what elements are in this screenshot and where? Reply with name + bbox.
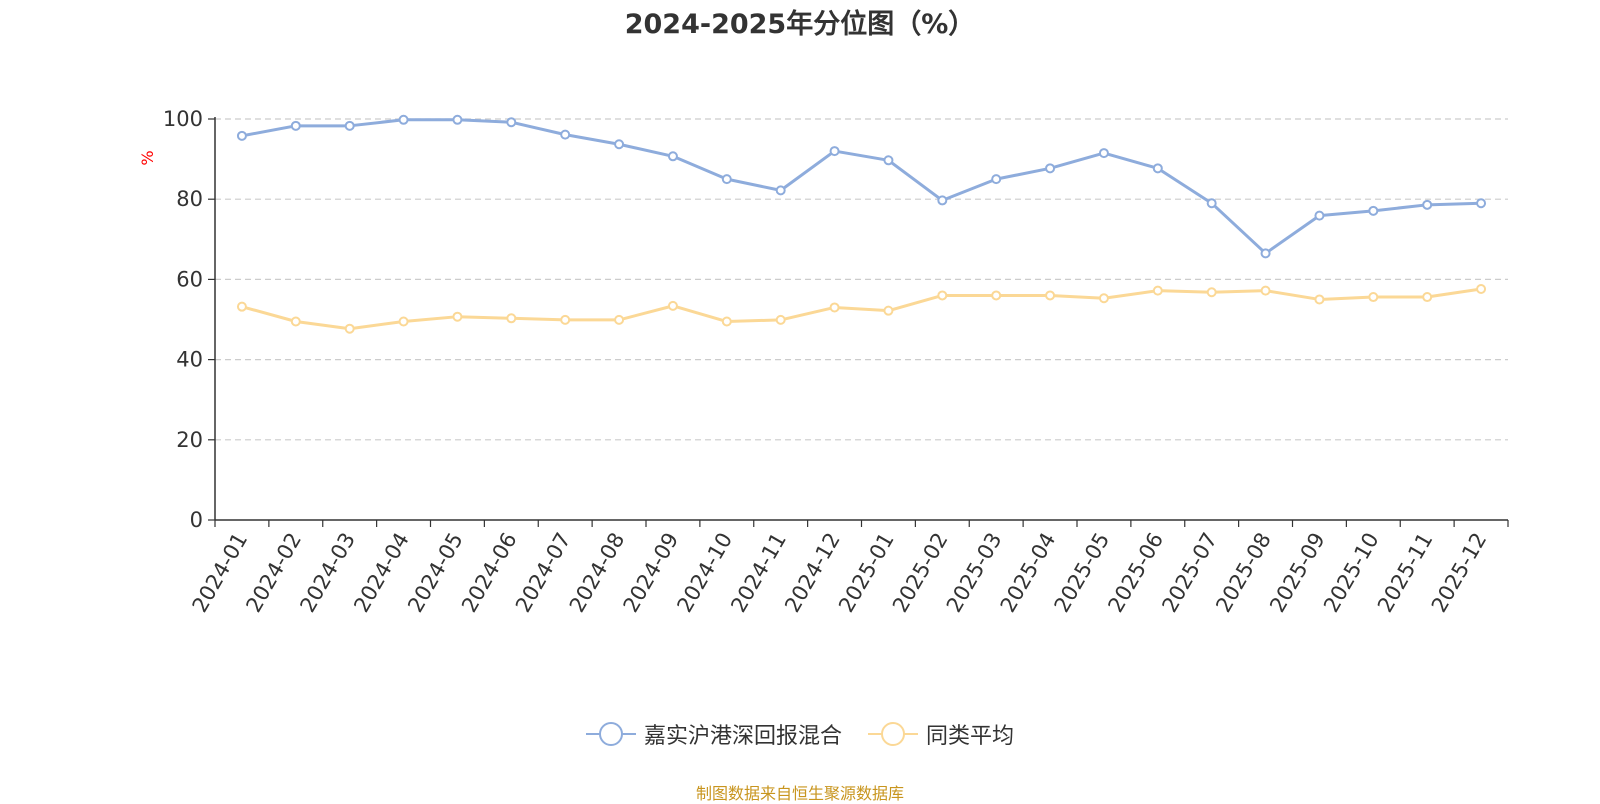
series-lines xyxy=(236,114,1487,334)
legend-item-series-1[interactable]: 嘉实沪港深回报混合 xyxy=(585,718,842,750)
axes xyxy=(208,117,1509,527)
data-point[interactable] xyxy=(614,314,625,325)
data-point[interactable] xyxy=(937,195,948,206)
data-point[interactable] xyxy=(829,146,840,157)
data-point[interactable] xyxy=(1045,290,1056,301)
y-tick-label: 40 xyxy=(176,348,203,372)
data-point[interactable] xyxy=(506,313,517,324)
data-point[interactable] xyxy=(398,114,409,125)
data-point[interactable] xyxy=(452,114,463,125)
data-point[interactable] xyxy=(1476,284,1487,295)
data-point[interactable] xyxy=(344,323,355,334)
data-point[interactable] xyxy=(236,301,247,312)
data-point[interactable] xyxy=(883,155,894,166)
data-point[interactable] xyxy=(1152,163,1163,174)
data-point[interactable] xyxy=(667,151,678,162)
data-point[interactable] xyxy=(1260,285,1271,296)
data-point[interactable] xyxy=(1368,292,1379,303)
data-point[interactable] xyxy=(1098,293,1109,304)
data-point[interactable] xyxy=(667,300,678,311)
data-point[interactable] xyxy=(1314,294,1325,305)
data-point[interactable] xyxy=(1206,287,1217,298)
data-point[interactable] xyxy=(452,311,463,322)
data-point[interactable] xyxy=(398,316,409,327)
data-point[interactable] xyxy=(1368,205,1379,216)
series-line xyxy=(241,118,1482,255)
data-point[interactable] xyxy=(614,139,625,150)
data-point[interactable] xyxy=(560,129,571,140)
data-point[interactable] xyxy=(1045,163,1056,174)
data-point[interactable] xyxy=(1476,198,1487,209)
data-point[interactable] xyxy=(1422,199,1433,210)
data-point[interactable] xyxy=(883,305,894,316)
data-point[interactable] xyxy=(775,314,786,325)
data-point[interactable] xyxy=(1422,292,1433,303)
data-point[interactable] xyxy=(506,117,517,128)
data-point[interactable] xyxy=(1206,198,1217,209)
y-tick-label: 20 xyxy=(176,428,203,452)
data-point[interactable] xyxy=(991,290,1002,301)
legend: 嘉实沪港深回报混合 同类平均 xyxy=(0,718,1600,750)
y-tick-label: 60 xyxy=(176,267,203,291)
data-point[interactable] xyxy=(1260,248,1271,259)
y-axis-label: % xyxy=(138,150,157,165)
data-point[interactable] xyxy=(560,314,571,325)
series-line xyxy=(241,287,1482,331)
y-tick-label: 100 xyxy=(163,107,203,131)
legend-line-circle-icon xyxy=(585,722,636,746)
data-point[interactable] xyxy=(937,290,948,301)
series-1 xyxy=(236,114,1487,259)
y-tick-labels: 0 20 40 60 80 100 xyxy=(163,107,203,532)
data-point[interactable] xyxy=(721,174,732,185)
y-tick-label: 80 xyxy=(176,187,203,211)
data-point[interactable] xyxy=(1098,148,1109,159)
data-point[interactable] xyxy=(991,174,1002,185)
data-point[interactable] xyxy=(1152,285,1163,296)
data-point[interactable] xyxy=(1314,210,1325,221)
source-note: 制图数据来自恒生聚源数据库 xyxy=(695,784,904,803)
legend-label-series-1: 嘉实沪港深回报混合 xyxy=(643,724,842,749)
data-point[interactable] xyxy=(775,185,786,196)
data-point[interactable] xyxy=(721,316,732,327)
x-tick-labels: 2024-012024-022024-032024-042024-052024-… xyxy=(188,529,1492,617)
legend-label-series-2: 同类平均 xyxy=(926,724,1015,749)
legend-line-circle-icon xyxy=(868,722,918,746)
data-point[interactable] xyxy=(290,120,301,131)
series-2 xyxy=(236,284,1487,334)
grid-lines xyxy=(215,118,1508,441)
data-point[interactable] xyxy=(829,302,840,313)
chart-title: 2024-2025年分位图（%） xyxy=(624,9,976,40)
data-point[interactable] xyxy=(344,120,355,131)
data-point[interactable] xyxy=(290,316,301,327)
y-tick-label: 0 xyxy=(190,508,203,532)
data-point[interactable] xyxy=(236,130,247,141)
legend-item-series-2[interactable]: 同类平均 xyxy=(868,718,1014,750)
